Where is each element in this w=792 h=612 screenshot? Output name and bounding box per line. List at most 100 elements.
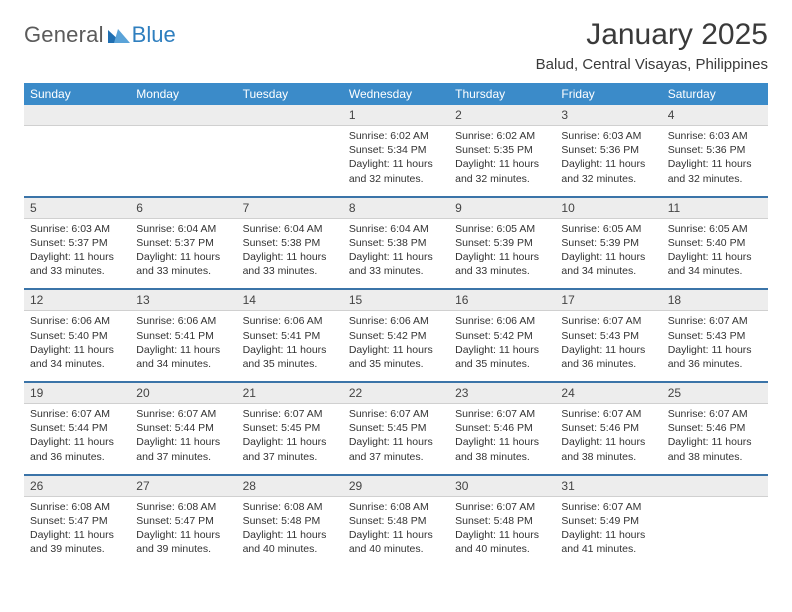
page-title: January 2025 [536,18,768,52]
day-cell-number: 14 [237,289,343,311]
daynum-row: 567891011 [24,197,768,219]
weekday-header: Sunday [24,83,130,105]
day-cell-number: 7 [237,197,343,219]
day-number: 29 [343,476,449,496]
day-cell-detail: Sunrise: 6:07 AMSunset: 5:45 PMDaylight:… [343,404,449,475]
day-cell-detail: Sunrise: 6:07 AMSunset: 5:49 PMDaylight:… [555,496,661,566]
day-cell-number: 29 [343,475,449,497]
day-number: 10 [555,198,661,218]
day-detail: Sunrise: 6:04 AMSunset: 5:38 PMDaylight:… [237,219,343,289]
day-detail: Sunrise: 6:06 AMSunset: 5:42 PMDaylight:… [449,311,555,381]
day-number [130,105,236,125]
day-detail: Sunrise: 6:07 AMSunset: 5:45 PMDaylight:… [343,404,449,474]
day-cell-number [24,105,130,126]
day-number [24,105,130,125]
logo: General Blue [24,22,176,48]
daynum-row: 19202122232425 [24,382,768,404]
day-number: 16 [449,290,555,310]
title-block: January 2025 Balud, Central Visayas, Phi… [536,18,768,73]
day-cell-number: 17 [555,289,661,311]
logo-text-blue: Blue [132,22,176,48]
day-detail: Sunrise: 6:07 AMSunset: 5:46 PMDaylight:… [555,404,661,474]
day-number: 1 [343,105,449,125]
day-detail: Sunrise: 6:07 AMSunset: 5:49 PMDaylight:… [555,497,661,567]
day-cell-number: 23 [449,382,555,404]
day-number [662,476,768,496]
day-detail [237,126,343,192]
day-number: 22 [343,383,449,403]
day-cell-detail: Sunrise: 6:02 AMSunset: 5:35 PMDaylight:… [449,126,555,197]
day-detail: Sunrise: 6:03 AMSunset: 5:37 PMDaylight:… [24,219,130,289]
day-detail: Sunrise: 6:05 AMSunset: 5:39 PMDaylight:… [449,219,555,289]
day-cell-detail: Sunrise: 6:05 AMSunset: 5:39 PMDaylight:… [555,218,661,289]
day-cell-number: 27 [130,475,236,497]
day-detail: Sunrise: 6:03 AMSunset: 5:36 PMDaylight:… [555,126,661,196]
day-detail [130,126,236,192]
day-cell-detail: Sunrise: 6:08 AMSunset: 5:47 PMDaylight:… [130,496,236,566]
day-cell-detail: Sunrise: 6:07 AMSunset: 5:46 PMDaylight:… [555,404,661,475]
day-number: 20 [130,383,236,403]
day-detail: Sunrise: 6:06 AMSunset: 5:42 PMDaylight:… [343,311,449,381]
day-cell-number: 24 [555,382,661,404]
day-cell-detail: Sunrise: 6:03 AMSunset: 5:37 PMDaylight:… [24,218,130,289]
day-number: 19 [24,383,130,403]
day-detail: Sunrise: 6:07 AMSunset: 5:44 PMDaylight:… [24,404,130,474]
weekday-header: Monday [130,83,236,105]
day-detail: Sunrise: 6:07 AMSunset: 5:45 PMDaylight:… [237,404,343,474]
day-number: 11 [662,198,768,218]
logo-triangle-icon [108,27,130,43]
day-cell-number: 2 [449,105,555,126]
day-cell-number: 9 [449,197,555,219]
day-detail: Sunrise: 6:07 AMSunset: 5:48 PMDaylight:… [449,497,555,567]
detail-row: Sunrise: 6:08 AMSunset: 5:47 PMDaylight:… [24,496,768,566]
day-number [237,105,343,125]
location-subtitle: Balud, Central Visayas, Philippines [536,56,768,73]
day-number: 25 [662,383,768,403]
day-cell-detail: Sunrise: 6:04 AMSunset: 5:37 PMDaylight:… [130,218,236,289]
day-detail: Sunrise: 6:08 AMSunset: 5:48 PMDaylight:… [237,497,343,567]
day-detail: Sunrise: 6:06 AMSunset: 5:41 PMDaylight:… [237,311,343,381]
day-cell-number: 13 [130,289,236,311]
day-cell-detail: Sunrise: 6:03 AMSunset: 5:36 PMDaylight:… [555,126,661,197]
day-cell-detail: Sunrise: 6:07 AMSunset: 5:48 PMDaylight:… [449,496,555,566]
day-cell-detail: Sunrise: 6:07 AMSunset: 5:43 PMDaylight:… [555,311,661,382]
day-number: 12 [24,290,130,310]
day-detail: Sunrise: 6:07 AMSunset: 5:46 PMDaylight:… [662,404,768,474]
day-cell-detail: Sunrise: 6:07 AMSunset: 5:44 PMDaylight:… [130,404,236,475]
weekday-header: Friday [555,83,661,105]
day-cell-detail [662,496,768,566]
day-cell-detail: Sunrise: 6:04 AMSunset: 5:38 PMDaylight:… [343,218,449,289]
day-detail: Sunrise: 6:07 AMSunset: 5:44 PMDaylight:… [130,404,236,474]
day-cell-number: 20 [130,382,236,404]
day-cell-detail: Sunrise: 6:08 AMSunset: 5:47 PMDaylight:… [24,496,130,566]
day-cell-detail: Sunrise: 6:06 AMSunset: 5:42 PMDaylight:… [343,311,449,382]
day-cell-number: 31 [555,475,661,497]
day-number: 30 [449,476,555,496]
day-cell-number: 10 [555,197,661,219]
day-cell-number [237,105,343,126]
day-number: 3 [555,105,661,125]
day-cell-number: 30 [449,475,555,497]
weekday-header-row: SundayMondayTuesdayWednesdayThursdayFrid… [24,83,768,105]
day-number: 21 [237,383,343,403]
day-cell-detail [130,126,236,197]
day-number: 9 [449,198,555,218]
day-number: 28 [237,476,343,496]
day-cell-number: 16 [449,289,555,311]
day-number: 27 [130,476,236,496]
day-number: 17 [555,290,661,310]
day-cell-detail: Sunrise: 6:06 AMSunset: 5:41 PMDaylight:… [237,311,343,382]
day-cell-detail: Sunrise: 6:06 AMSunset: 5:40 PMDaylight:… [24,311,130,382]
day-detail: Sunrise: 6:08 AMSunset: 5:47 PMDaylight:… [130,497,236,567]
logo-text-general: General [24,22,104,48]
detail-row: Sunrise: 6:02 AMSunset: 5:34 PMDaylight:… [24,126,768,197]
day-cell-detail: Sunrise: 6:08 AMSunset: 5:48 PMDaylight:… [237,496,343,566]
day-number: 31 [555,476,661,496]
weekday-header: Tuesday [237,83,343,105]
day-cell-number: 22 [343,382,449,404]
day-number: 7 [237,198,343,218]
day-cell-number [662,475,768,497]
daynum-row: 12131415161718 [24,289,768,311]
day-number: 6 [130,198,236,218]
weekday-header: Thursday [449,83,555,105]
